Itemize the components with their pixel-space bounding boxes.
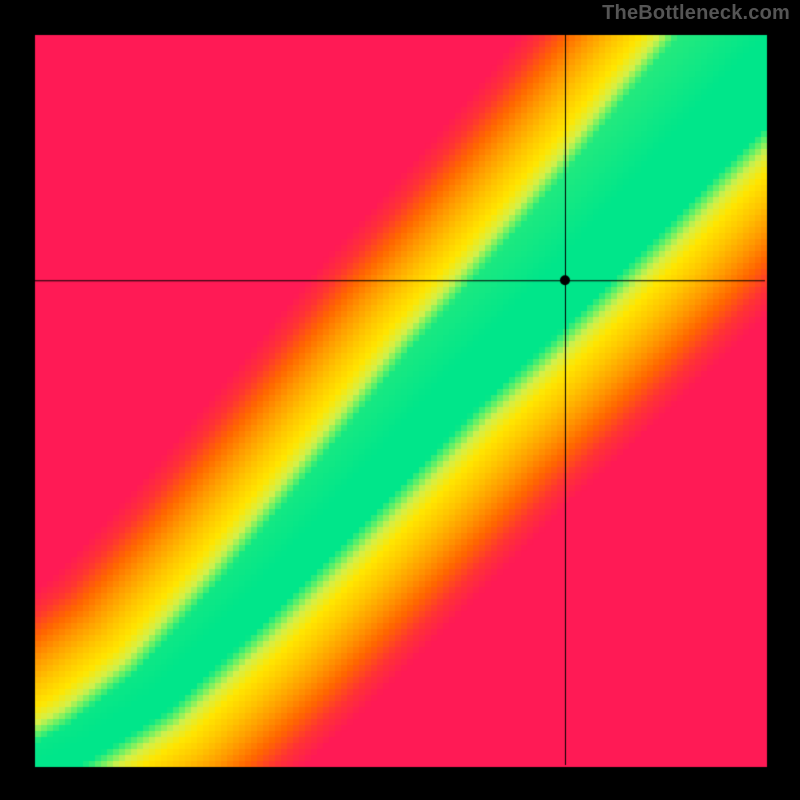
watermark-text: TheBottleneck.com xyxy=(602,2,790,25)
bottleneck-heatmap xyxy=(0,0,800,800)
chart-container: TheBottleneck.com xyxy=(0,0,800,800)
